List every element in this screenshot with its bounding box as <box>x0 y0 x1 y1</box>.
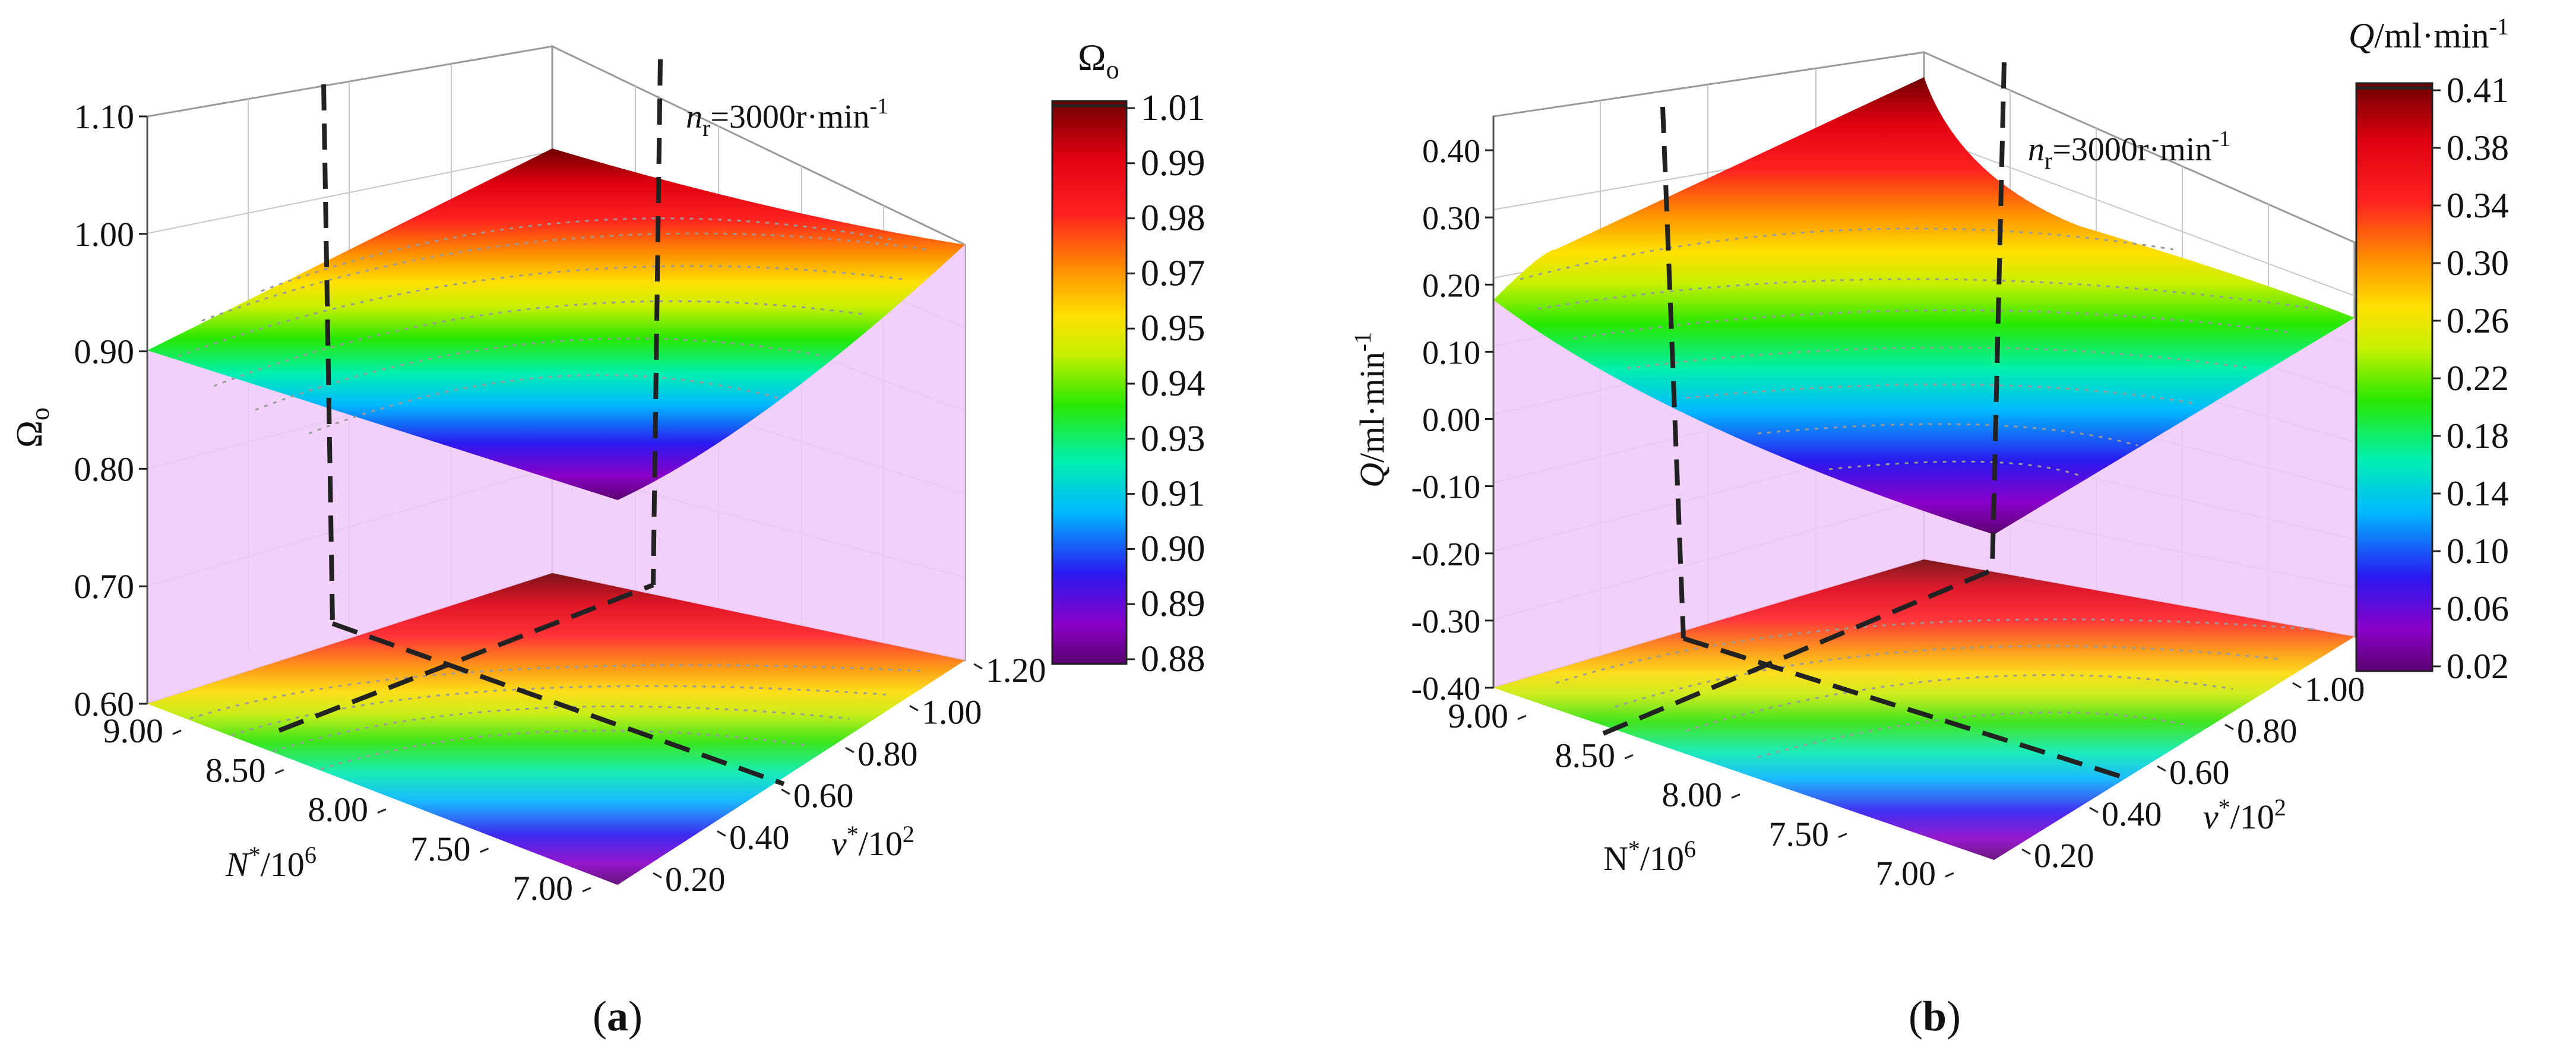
y-axis-tick-label: 0.20 <box>2034 836 2094 875</box>
y-axis-tick-label: 0.80 <box>2237 711 2297 750</box>
colorbar-tick-label: 0.89 <box>1141 584 1205 624</box>
colorbar-tick-label: 0.18 <box>2447 416 2509 456</box>
z-axis-tick-label: 0.20 <box>1422 267 1480 304</box>
colorbar-tick-label: 0.34 <box>2447 186 2509 225</box>
x-axis-tick-label: 8.50 <box>205 751 266 789</box>
x-axis-tick-mark <box>1838 834 1847 837</box>
panel-a: 0.60 0.70 0.80 0.90 1.00 1.10 Ωo 9.00 8.50 8.00… <box>10 36 1205 1040</box>
y-axis-tick-mark <box>2090 808 2098 812</box>
z-axis-tick-label: -0.10 <box>1411 469 1480 506</box>
z-axis-tick-label: 1.10 <box>74 97 135 136</box>
colorbar-tick-label: 0.93 <box>1141 419 1205 459</box>
colorbar-title: Ωo <box>1078 36 1119 84</box>
x-axis-tick-label: 8.50 <box>1555 736 1616 774</box>
y-axis-tick-label: 0.60 <box>2169 753 2230 792</box>
z-axis-tick-label: 0.30 <box>1422 200 1480 237</box>
y-axis-tick-mark <box>974 664 982 669</box>
z-axis-ticks: 0.60 0.70 0.80 0.90 1.00 1.10 <box>74 97 148 723</box>
y-axis-tick-mark <box>910 706 918 710</box>
x-axis-tick-mark <box>1518 716 1526 719</box>
z-axis-label: Ωo <box>10 407 55 448</box>
y-axis-tick-label: 0.20 <box>665 860 726 899</box>
colorbar-tick-label: 0.26 <box>2447 301 2509 340</box>
y-axis-label: v*/102 <box>2203 794 2286 836</box>
x-axis-tick-mark <box>1732 795 1740 798</box>
colorbar-ticks: 0.41 0.38 0.34 0.30 0.26 0.22 0.18 0.14 0.10 0.06… <box>2432 71 2509 686</box>
y-axis-tick-label: 0.40 <box>729 818 790 857</box>
y-axis-tick-label: 1.00 <box>922 692 982 731</box>
x-axis-tick-mark <box>583 888 591 891</box>
colorbar <box>2356 83 2432 671</box>
colorbar-tick-label: 0.97 <box>1141 253 1205 293</box>
z-axis-tick-label: 0.90 <box>74 333 135 371</box>
x-axis-tick-label: 7.50 <box>410 830 471 868</box>
y-axis-tick-label: 0.80 <box>857 735 918 773</box>
y-axis-tick-mark <box>2293 683 2301 688</box>
colorbar-tick-label: 0.02 <box>2447 647 2509 686</box>
z-axis-tick-label: 0.70 <box>74 567 135 606</box>
x-axis-tick-mark <box>378 809 386 813</box>
panel-b: -0.40 -0.30 -0.20 -0.10 0.00 0.10 0.20 0.30 0.40… <box>1349 13 2509 1040</box>
speed-annotation: nr=3000r·min-1 <box>2028 126 2230 174</box>
colorbar-tick-label: 0.38 <box>2447 128 2509 167</box>
colorbar <box>1052 101 1126 664</box>
colorbar-tick-label: 0.41 <box>2447 71 2509 110</box>
colorbar-tick-label: 0.10 <box>2447 532 2509 571</box>
colorbar-tick-label: 0.22 <box>2447 359 2509 398</box>
y-axis-tick-mark <box>2157 766 2166 771</box>
z-axis-tick-label: -0.20 <box>1411 536 1480 573</box>
colorbar-tick-label: 0.14 <box>2447 474 2509 513</box>
y-axis-tick-mark <box>653 873 662 878</box>
x-axis-tick-mark <box>480 849 489 852</box>
panel-label-a: (a) <box>593 992 643 1040</box>
figure: 0.60 0.70 0.80 0.90 1.00 1.10 Ωo 9.00 8.50 8.00… <box>0 0 2576 1050</box>
x-axis-tick-mark <box>1945 873 1954 877</box>
y-axis-tick-label: 0.60 <box>793 776 854 815</box>
colorbar-tick-label: 0.06 <box>2447 589 2509 628</box>
colorbar-tick-label: 0.99 <box>1141 143 1205 184</box>
x-axis-label: N*/106 <box>1603 836 1696 878</box>
y-axis-label: v*/102 <box>831 821 914 863</box>
colorbar-tick-label: 0.94 <box>1141 363 1205 404</box>
y-axis-tick-mark <box>717 831 726 836</box>
y-axis-tick-mark <box>846 748 854 752</box>
colorbar-tick-label: 0.95 <box>1141 308 1205 349</box>
colorbar-tick-label: 0.91 <box>1141 474 1205 514</box>
x-axis-tick-label: 7.00 <box>513 869 574 907</box>
x-axis-tick-mark <box>173 730 181 734</box>
z-axis-tick-label: 1.00 <box>74 215 135 254</box>
y-axis-tick-mark <box>2022 849 2030 854</box>
colorbar-tick-label: 0.88 <box>1141 639 1205 679</box>
x-axis-tick-label: 7.50 <box>1769 815 1830 853</box>
x-axis-tick-mark <box>1625 755 1633 758</box>
x-axis-tick-label: 8.00 <box>308 790 369 829</box>
x-axis-tick-label: 8.00 <box>1662 776 1723 814</box>
y-axis-tick-mark <box>2225 725 2233 729</box>
x-axis-tick-label: 9.00 <box>103 711 164 750</box>
z-axis-label: Q/ml·min-1 <box>1349 332 1391 488</box>
y-axis-tick-label: 1.00 <box>2305 670 2365 709</box>
y-axis-tick-label: 0.40 <box>2102 795 2162 833</box>
y-axis-tick-mark <box>781 789 790 794</box>
y-axis-tick-label: 1.20 <box>986 651 1046 690</box>
colorbar-tick-label: 0.30 <box>2447 243 2509 283</box>
speed-annotation: nr=3000r·min-1 <box>686 94 888 141</box>
x-axis-tick-label: 9.00 <box>1448 697 1509 735</box>
panel-label-b: (b) <box>1909 992 1961 1040</box>
z-axis-tick-label: 0.80 <box>74 450 135 488</box>
z-axis-tick-label: 0.40 <box>1422 133 1480 170</box>
x-axis-tick-mark <box>276 770 284 773</box>
z-axis-tick-label: 0.10 <box>1422 334 1480 371</box>
colorbar-title: Q/ml·min-1 <box>2349 13 2509 55</box>
z-axis-tick-label: -0.30 <box>1411 603 1480 640</box>
x-axis-label: N*/106 <box>225 842 317 884</box>
colorbar-tick-label: 1.01 <box>1141 88 1205 128</box>
z-axis-ticks: -0.40 -0.30 -0.20 -0.10 0.00 0.10 0.20 0.30 0.40 <box>1411 133 1493 707</box>
z-axis-tick-label: 0.00 <box>1422 402 1480 439</box>
x-axis-tick-label: 7.00 <box>1876 854 1936 893</box>
colorbar-tick-label: 0.98 <box>1141 198 1205 239</box>
colorbar-ticks: 1.01 0.99 0.98 0.97 0.95 0.94 0.93 0.91 0.90 0.89… <box>1126 88 1205 679</box>
colorbar-tick-label: 0.90 <box>1141 529 1205 569</box>
